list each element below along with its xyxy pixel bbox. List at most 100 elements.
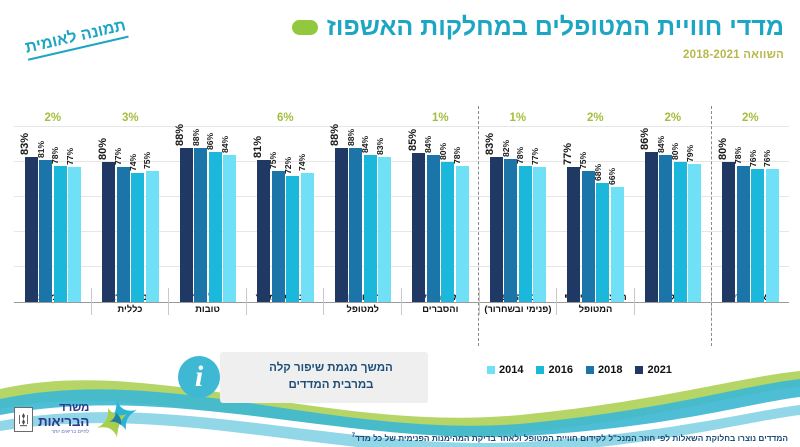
title-row: מדדי חוויית המטופלים במחלקות האשפוז bbox=[291, 13, 784, 42]
delta-label: 2% bbox=[664, 112, 682, 124]
bar-rect bbox=[53, 165, 67, 302]
bar-rect bbox=[300, 172, 314, 302]
gridline bbox=[14, 196, 789, 197]
legend-item-2021[interactable]: 2021 bbox=[635, 364, 672, 376]
bar-2014: 84% bbox=[220, 128, 236, 302]
legend-item-2018[interactable]: 2018 bbox=[585, 364, 622, 376]
bar-2021: 77% bbox=[562, 128, 580, 302]
bar-2016: 84% bbox=[360, 128, 377, 302]
chart-legend: 2014 2016 2018 2021 bbox=[487, 364, 672, 376]
gridline bbox=[14, 231, 789, 232]
gridline bbox=[14, 266, 789, 267]
bar-value-label: 86% bbox=[639, 127, 651, 150]
legend-swatch-icon bbox=[635, 366, 644, 374]
state-emblem-icon bbox=[14, 406, 33, 432]
legend-item-2016[interactable]: 2016 bbox=[536, 364, 573, 376]
legend-swatch-icon bbox=[536, 366, 545, 374]
bar-2016: 80% bbox=[438, 128, 454, 302]
callout-line-1: המשך מגמת שיפור קלה bbox=[269, 362, 393, 374]
decorative-wave-graphic bbox=[0, 371, 800, 447]
bar-2016: 80% bbox=[670, 128, 687, 302]
category-label: יעילות bbox=[633, 288, 712, 316]
bar-rect bbox=[102, 162, 115, 302]
bar-group: 76% 76% 78% 80% bbox=[712, 128, 790, 302]
bar-rect bbox=[39, 160, 52, 302]
bar-2018: 78% bbox=[733, 128, 750, 302]
bar-2016: 86% bbox=[205, 128, 222, 302]
bar-2018: 84% bbox=[656, 128, 672, 302]
bar-rect bbox=[68, 167, 81, 302]
category-label: תנאים פיזיים bbox=[711, 288, 789, 316]
bar-group: 84% 86% 88% 88% bbox=[169, 124, 247, 302]
logo-text: משרד הבריאות לחיים בריאים יותר bbox=[38, 402, 89, 435]
bar-rect bbox=[765, 169, 779, 302]
bar-rect bbox=[426, 155, 440, 302]
delta-label: 2% bbox=[741, 112, 759, 124]
category-label: ציון מסכם bbox=[31, 292, 74, 302]
bar-rect bbox=[412, 153, 425, 302]
legend-label: 2021 bbox=[647, 364, 672, 376]
delta-label: 2% bbox=[586, 112, 604, 124]
bar-2018: 75% bbox=[578, 128, 595, 302]
bar-2014: 83% bbox=[375, 128, 391, 302]
bar-group: 74% 72% 75% 81% bbox=[247, 128, 325, 302]
delta-label-row: 2% 2% 2% 1% 1% 6% 3% 2% bbox=[14, 108, 789, 128]
bar-2016: 68% bbox=[593, 128, 609, 302]
bar-2021: 85% bbox=[407, 128, 425, 302]
bar-2021: 80% bbox=[97, 128, 115, 302]
bar-rect bbox=[673, 162, 687, 302]
delta-label: 3% bbox=[121, 112, 139, 124]
bar-rect bbox=[116, 167, 130, 302]
bar-value-label: 80% bbox=[716, 137, 729, 160]
bar-group: 78% 80% 84% 85% bbox=[402, 128, 480, 302]
logo-mark-icon bbox=[97, 401, 138, 437]
bar-rect bbox=[334, 148, 348, 302]
bar-2016: 76% bbox=[748, 128, 764, 302]
bar-2021: 83% bbox=[484, 128, 503, 302]
chart-plot-area: 76% 76% 78% 80% 79% 80% 84% 86% 66% 68% 75% 77% 77% 7… bbox=[14, 106, 790, 346]
callout-banner: i המשך מגמת שיפור קלה במרבית המדדים bbox=[178, 352, 428, 403]
bar-2018: 81% bbox=[36, 128, 52, 302]
bar-value-label: 83% bbox=[19, 132, 31, 155]
bar-rect bbox=[659, 155, 672, 302]
legend-item-2014[interactable]: 2014 bbox=[487, 364, 523, 376]
bar-rect bbox=[179, 148, 193, 302]
bar-rect bbox=[504, 158, 517, 302]
delta-label: 1% bbox=[509, 112, 527, 124]
bar-chart: 2% 2% 2% 1% 1% 6% 3% 2% 76% 76% 78% 80% 79% 80% 84% 86… bbox=[14, 106, 790, 346]
category-label: שביעות רצון כללית bbox=[90, 288, 169, 316]
bar-2014: 77% bbox=[65, 128, 81, 302]
bar-rect bbox=[722, 162, 735, 302]
bar-group: 83% 84% 88% 88% bbox=[324, 124, 402, 302]
bar-rect bbox=[610, 186, 624, 302]
footnote-marker: 7 bbox=[351, 433, 356, 440]
gridline bbox=[14, 161, 789, 162]
bar-2018: 77% bbox=[113, 128, 130, 302]
bar-groups: 76% 76% 78% 80% 79% 80% 84% 86% 66% 68% 75% 77% 77% 7… bbox=[14, 124, 790, 302]
callout-text: המשך מגמת שיפור קלה במרבית המדדים bbox=[220, 352, 428, 403]
bar-2014: 77% bbox=[530, 128, 546, 302]
title-bullet-icon bbox=[291, 20, 318, 36]
bar-rect bbox=[349, 148, 362, 302]
bar-rect bbox=[271, 170, 285, 302]
legend-swatch-icon bbox=[585, 366, 594, 374]
category-label: רצף הטיפול (פנימי ובשחרור) bbox=[478, 288, 557, 316]
bar-value-label: 85% bbox=[406, 129, 419, 152]
bar-2018: 88% bbox=[191, 128, 207, 302]
bar-rect bbox=[751, 169, 764, 302]
bar-2021: 80% bbox=[717, 128, 735, 302]
bar-value-label: 80% bbox=[96, 137, 109, 160]
bar-rect bbox=[736, 165, 750, 302]
bar-2018: 84% bbox=[423, 128, 440, 302]
bar-2016: 78% bbox=[50, 128, 67, 302]
bar-rect bbox=[208, 151, 222, 302]
delta-label: 2% bbox=[44, 112, 62, 124]
bar-rect bbox=[194, 148, 207, 302]
category-label: מתן מידע והסברים bbox=[401, 288, 479, 316]
page-title: מדדי חוויית המטופלים במחלקות האשפוז bbox=[326, 13, 784, 41]
bar-2016: 74% bbox=[128, 128, 144, 302]
bar-group: 66% 68% 75% 77% bbox=[557, 128, 635, 302]
bar-2021: 88% bbox=[174, 124, 193, 302]
national-picture-tag: תמונה לאומית bbox=[23, 17, 129, 61]
gridline bbox=[14, 126, 789, 127]
